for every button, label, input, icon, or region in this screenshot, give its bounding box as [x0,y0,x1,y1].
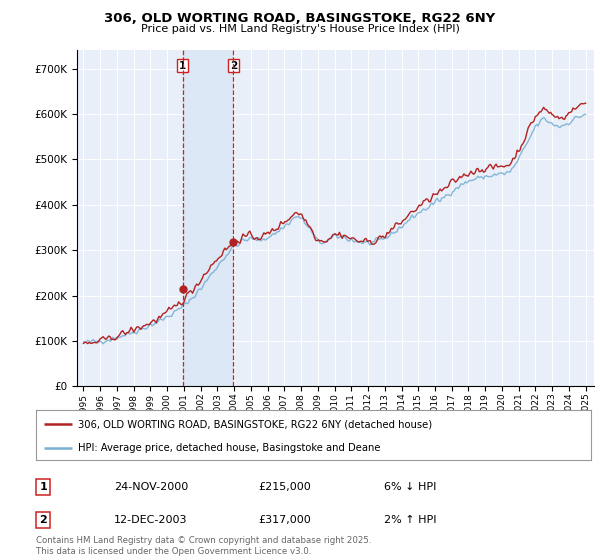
Text: 2: 2 [230,60,237,71]
Text: Price paid vs. HM Land Registry's House Price Index (HPI): Price paid vs. HM Land Registry's House … [140,24,460,34]
Text: 1: 1 [40,482,47,492]
Text: 306, OLD WORTING ROAD, BASINGSTOKE, RG22 6NY: 306, OLD WORTING ROAD, BASINGSTOKE, RG22… [104,12,496,25]
Text: 6% ↓ HPI: 6% ↓ HPI [384,482,436,492]
Text: 2% ↑ HPI: 2% ↑ HPI [384,515,437,525]
Text: £215,000: £215,000 [258,482,311,492]
Text: HPI: Average price, detached house, Basingstoke and Deane: HPI: Average price, detached house, Basi… [77,443,380,452]
Text: 1: 1 [179,60,186,71]
Text: 2: 2 [40,515,47,525]
Text: 24-NOV-2000: 24-NOV-2000 [114,482,188,492]
Text: 306, OLD WORTING ROAD, BASINGSTOKE, RG22 6NY (detached house): 306, OLD WORTING ROAD, BASINGSTOKE, RG22… [77,419,432,429]
Text: £317,000: £317,000 [258,515,311,525]
Text: Contains HM Land Registry data © Crown copyright and database right 2025.
This d: Contains HM Land Registry data © Crown c… [36,536,371,556]
Text: 12-DEC-2003: 12-DEC-2003 [114,515,187,525]
Bar [182,50,233,386]
